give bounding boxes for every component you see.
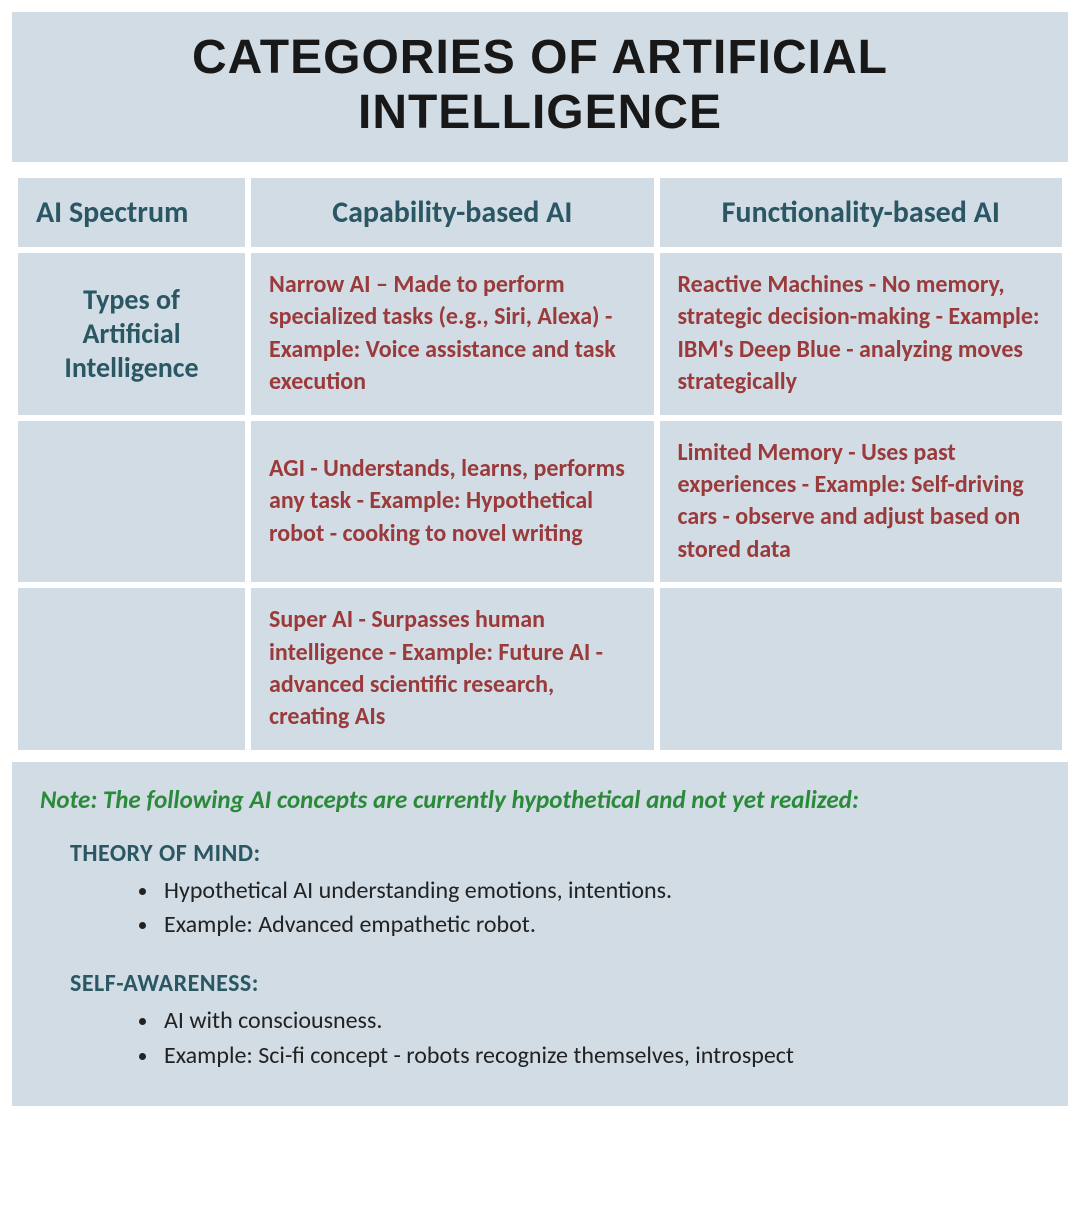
table-row: Types of Artificial Intelligence Narrow … [18,253,1062,415]
row-label-empty-1 [18,421,245,583]
concept-list: Hypothetical AI understanding emotions, … [160,874,1040,944]
table-row: Super AI - Surpasses human intelligence … [18,588,1062,750]
row-label-empty-2 [18,588,245,750]
concept-list: AI with consciousness. Example: Sci-fi c… [160,1004,1040,1074]
title-bar: Categories of Artificial Intelligence [12,12,1068,162]
concept-item: Example: Advanced empathetic robot. [160,908,1040,943]
cell-functionality-2 [660,588,1063,750]
note-lead: Note: The following AI concepts are curr… [40,784,1040,815]
cell-capability-0: Narrow AI – Made to perform specialized … [251,253,653,415]
row-label-types: Types of Artificial Intelligence [18,253,245,415]
concept-item: Example: Sci-fi concept - robots recogni… [160,1039,1040,1074]
table-header-row: AI Spectrum Capability-based AI Function… [18,178,1062,247]
notes-panel: Note: The following AI concepts are curr… [12,762,1068,1106]
cell-capability-2: Super AI - Surpasses human intelligence … [251,588,653,750]
col-header-capability: Capability-based AI [251,178,653,247]
concept-self-awareness: Self-Awareness: AI with consciousness. E… [40,969,1040,1074]
cell-functionality-1: Limited Memory - Uses past experiences -… [660,421,1063,583]
concept-title: Theory of Mind: [70,839,1040,868]
cell-capability-1: AGI - Understands, learns, performs any … [251,421,653,583]
concept-title: Self-Awareness: [70,969,1040,998]
page-title: Categories of Artificial Intelligence [22,30,1058,140]
concept-item: Hypothetical AI understanding emotions, … [160,874,1040,909]
concept-theory-of-mind: Theory of Mind: Hypothetical AI understa… [40,839,1040,944]
cell-functionality-0: Reactive Machines - No memory, strategic… [660,253,1063,415]
ai-categories-table: AI Spectrum Capability-based AI Function… [12,172,1068,756]
concept-item: AI with consciousness. [160,1004,1040,1039]
col-header-spectrum: AI Spectrum [18,178,245,247]
table-row: AGI - Understands, learns, performs any … [18,421,1062,583]
col-header-functionality: Functionality-based AI [660,178,1063,247]
